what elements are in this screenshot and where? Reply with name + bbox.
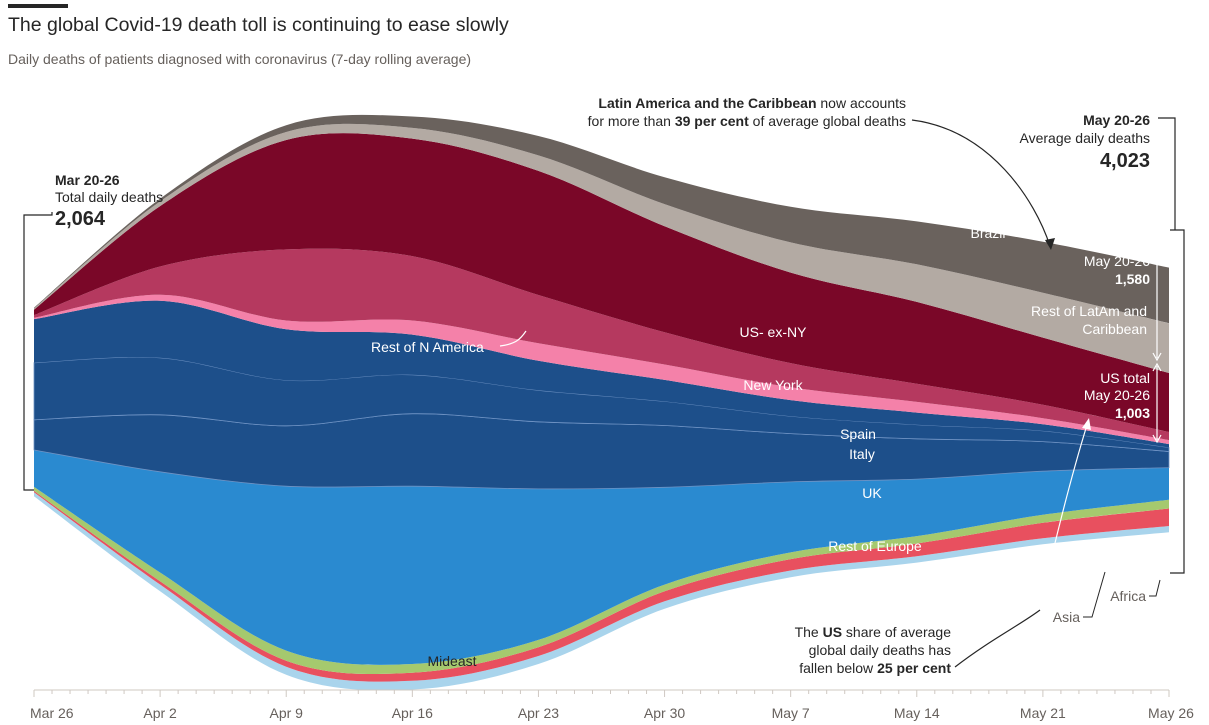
series-label-mideast: Mideast <box>427 653 476 669</box>
stream-layer-spain <box>34 300 1169 448</box>
x-tick-label: Apr 9 <box>269 705 303 721</box>
latam-note-line1: Latin America and the Caribbean now acco… <box>598 95 906 111</box>
us-note-connector <box>954 609 1041 668</box>
us-total-label-1: US total <box>1100 370 1150 386</box>
series-label-rest-latam-1: Rest of LatAm and <box>1031 303 1147 319</box>
latam-note-arrowhead <box>1045 238 1055 250</box>
right-bracket <box>1170 229 1185 574</box>
series-label-spain: Spain <box>840 426 876 442</box>
us-note-line1-c: share of average <box>842 624 951 640</box>
us-note-line1-bold: US <box>823 624 842 640</box>
us-note-line3-bold: 25 per cent <box>877 660 951 676</box>
series-label-uk: UK <box>862 485 882 501</box>
right-annotation-title: May 20-26 <box>1083 112 1150 128</box>
stream-layer-us-ex-ny <box>34 133 1169 432</box>
us-note-line1: The US share of average <box>795 624 952 640</box>
latam-total-value: 1,580 <box>1115 271 1150 287</box>
us-total-label-2: May 20-26 <box>1084 387 1150 403</box>
series-label-brazil: Brazil <box>970 225 1005 241</box>
chart-title: The global Covid-19 death toll is contin… <box>8 14 509 36</box>
series-label-africa: Africa <box>1110 588 1146 604</box>
stream-layers <box>33 114 1170 691</box>
us-total-value: 1,003 <box>1115 405 1150 421</box>
series-label-us-ex-ny: US- ex-NY <box>740 324 808 340</box>
x-axis: Mar 26 Apr 2 Apr 9 Apr 16 Apr 23 Apr 30 May 7 M… <box>30 689 1194 721</box>
header-rule <box>8 4 68 8</box>
x-tick-label: May 14 <box>894 705 940 721</box>
latam-total-label-1: LatAm total <box>1079 236 1150 252</box>
left-annotation-title: Mar 20-26 <box>55 172 120 188</box>
x-tick-label: May 7 <box>772 705 810 721</box>
us-note-line2: global daily deaths has <box>809 642 951 658</box>
latam-note-line1-rest: now accounts <box>817 95 907 111</box>
x-tick-label: Apr 16 <box>392 705 433 721</box>
series-label-rest-n-america: Rest of N America <box>371 339 484 355</box>
left-bracket-connector <box>34 212 53 216</box>
stream-layer-rest-of-europe <box>34 450 1169 665</box>
series-label-italy: Italy <box>849 446 875 462</box>
asia-leader <box>1083 571 1106 618</box>
series-label-rest-latam-2: Caribbean <box>1082 321 1147 337</box>
us-note-line3-a: fallen below <box>799 660 877 676</box>
us-note-line3: fallen below 25 per cent <box>799 660 951 676</box>
x-tick-label: May 26 <box>1148 705 1194 721</box>
left-annotation-sub: Total daily deaths <box>55 189 163 205</box>
left-annotation-value: 2,064 <box>55 208 106 230</box>
x-tick-label: May 21 <box>1020 705 1066 721</box>
right-annotation-sub: Average daily deaths <box>1020 130 1151 146</box>
latam-note-line2-a: for more than <box>588 113 675 129</box>
latam-note-line1-bold: Latin America and the Caribbean <box>598 95 816 111</box>
chart-subtitle: Daily deaths of patients diagnosed with … <box>8 51 472 67</box>
us-total-arrowheads <box>1152 362 1162 444</box>
latam-note-arrow-line <box>911 119 1051 247</box>
us-note-arrowhead <box>1082 418 1091 430</box>
stream-layer-rest-of-n-america <box>34 294 1169 445</box>
latam-note-line2: for more than 39 per cent of average glo… <box>588 113 906 129</box>
right-bracket-top <box>1158 117 1176 230</box>
latam-note-line2-c: of average global deaths <box>749 113 906 129</box>
left-bracket <box>23 214 34 491</box>
latam-total-label-2: May 20-26 <box>1084 253 1150 269</box>
x-tick-label: Apr 23 <box>518 705 559 721</box>
us-note-arrow-line <box>1039 424 1088 611</box>
x-tick-label: Mar 26 <box>30 705 74 721</box>
stream-layer-brazil <box>34 114 1169 324</box>
series-label-new-york: New York <box>743 377 803 393</box>
x-tick-label: Apr 30 <box>644 705 685 721</box>
us-note-line1-a: The <box>795 624 823 640</box>
africa-leader <box>1149 579 1161 597</box>
latam-note-line2-bold: 39 per cent <box>675 113 749 129</box>
right-annotation-value: 4,023 <box>1100 150 1150 172</box>
series-label-asia: Asia <box>1053 609 1080 625</box>
latam-total-arrowheads <box>1152 228 1162 362</box>
rest-n-america-leader <box>499 330 527 347</box>
x-tick-label: Apr 2 <box>143 705 177 721</box>
series-label-rest-of-europe: Rest of Europe <box>828 538 922 554</box>
stream-layer-new-york <box>34 248 1169 441</box>
